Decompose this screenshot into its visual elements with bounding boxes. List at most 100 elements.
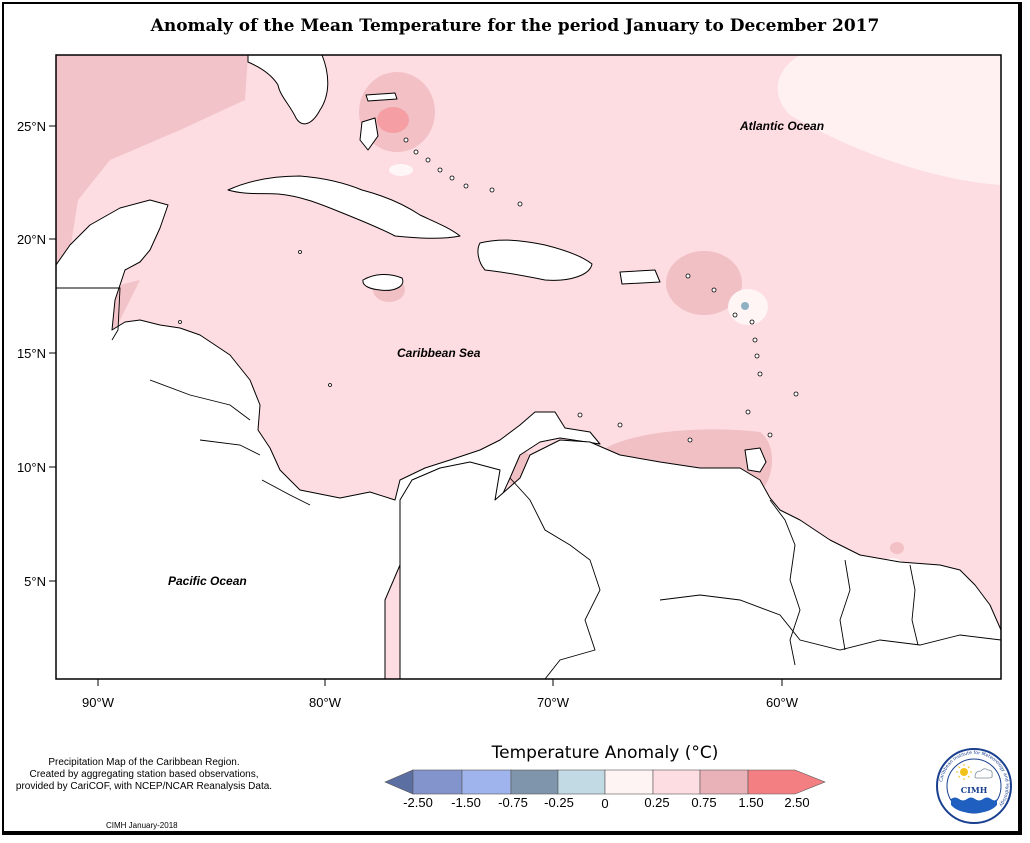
legend-swatch-min-arrow [384,769,414,795]
suriname-guiana-border [909,564,919,646]
island-dot [328,383,332,387]
nicaragua-border [199,439,261,456]
island-dot [298,250,302,254]
lon-tick-label: 90°W [82,695,115,710]
logo-text: CIMH [961,785,988,795]
lat-tick-label: 15°N [17,346,46,361]
florida-land [247,55,329,125]
legend-tick-label: 1.50 [738,795,763,810]
atlantic-cool-area [777,55,1001,185]
honduras-border [149,379,251,421]
lat-tick-label: 5°N [24,574,46,589]
trinidad-land [744,447,767,473]
legend-swatch-max-arrow [747,769,826,795]
lat-tick-label: 10°N [17,460,46,475]
legend-tick-label: -0.75 [498,795,528,810]
legend-swatch [412,769,463,795]
legend-tick-label: -2.50 [403,795,433,810]
caribbean-sea-label: Caribbean Sea [397,346,481,360]
guatemala-border [56,287,121,341]
island-dot [685,273,691,279]
island-dot [793,391,799,397]
legend-swatch [510,769,559,795]
land-masses [56,55,1001,679]
cuba-land [227,175,461,239]
island-dot [425,157,431,163]
brazil-border [659,594,1001,651]
legend-title: Temperature Anomaly (°C) [491,743,719,763]
island-dot [403,137,409,143]
legend-tick-label: 2.50 [784,795,809,810]
lon-tick-label: 70°W [537,695,570,710]
legend-tick-label: -0.25 [544,795,574,810]
mexico-central-america-land [56,199,601,679]
jamaica-land [362,274,404,291]
atlantic-ocean-label: Atlantic Ocean [739,119,824,133]
suriname-warm-spot [890,542,904,554]
costa-rica-border [261,479,311,506]
island-dot [577,412,583,418]
pacific-ocean-label: Pacific Ocean [168,574,247,588]
island-dot [449,175,455,181]
legend-tick-label: -1.50 [451,795,481,810]
island-dot [687,437,693,443]
lon-tick-label: 80°W [309,695,342,710]
legend-colorbar [384,769,826,795]
island-dot [178,320,182,324]
venezuela-guyana-border [769,499,801,666]
note-line: provided by CariCOF, with NCEP/NCAR Rean… [15,781,273,792]
island-dot [413,149,419,155]
island-dot [745,409,751,415]
island-dot [437,167,443,173]
bahamas-neutral-spot [389,164,413,176]
andros-land [359,117,379,151]
island-dot [754,353,760,359]
country-borders [56,287,1001,679]
cimh-logo: CIMH Caribbean Institute for Meteorology… [936,748,1012,824]
longitude-axis [97,679,783,686]
latitude-axis [49,125,56,582]
water-waves-icon [951,797,997,813]
legend-tick-label: 0.75 [691,795,716,810]
legend-swatch [699,769,749,795]
hispaniola-land [477,239,593,281]
island-dot [757,371,763,377]
gulf-warm-area [56,55,248,275]
puerto-rico-land [619,269,661,285]
south-america-land [399,439,1001,679]
map-title: Anomaly of the Mean Temperature for the … [150,16,880,36]
legend-swatch [604,769,654,795]
colombia-venezuela-border [509,477,601,679]
small-islands [178,137,799,443]
data-source-note: Precipitation Map of the Caribbean Regio… [6,757,282,793]
island-dot [463,183,469,189]
leeward-cool-spot [741,302,749,310]
sun-icon [956,764,972,780]
legend-swatch [461,769,512,795]
lat-tick-label: 20°N [17,232,46,247]
credit-text: CIMH January-2018 [106,821,178,830]
legend-tick-label: 0 [601,796,608,811]
map-border [55,54,1002,680]
legend-tick-label: 0.25 [644,795,669,810]
island-dot [711,287,717,293]
lon-tick-label: 60°W [766,695,799,710]
cloud-icon [974,768,993,779]
island-dot [752,337,758,343]
note-line: Created by aggregating station based obs… [29,769,259,780]
island-dot [732,312,738,318]
virgin-islands-warm-area [666,251,742,315]
legend-swatch [557,769,606,795]
bahamas-hot-spot [377,107,409,133]
island-dot [767,432,773,438]
legend-ticks: -2.50 -1.50 -0.75 -0.25 0 0.25 0.75 1.50… [403,795,809,811]
island-dot [517,201,523,207]
guyana-suriname-border [839,559,851,651]
island-dot [489,187,495,193]
note-line: Precipitation Map of the Caribbean Regio… [48,757,240,768]
lat-tick-label: 25°N [17,119,46,134]
figure-frame [2,2,1022,835]
island-dot [617,422,623,428]
grand-bahama-land [365,92,398,102]
